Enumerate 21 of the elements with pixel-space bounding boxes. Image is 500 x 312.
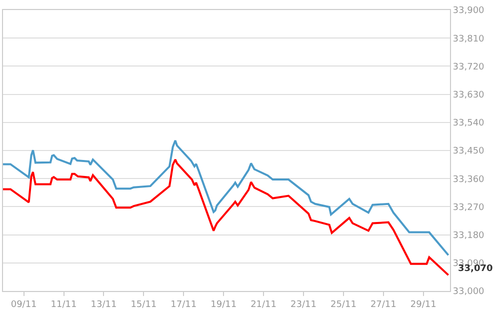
x-tick-label: 21/11 <box>250 300 277 310</box>
y-tick-label: 33,000 <box>452 287 485 298</box>
y-tick-label: 33,180 <box>452 230 485 241</box>
x-tick-label: 13/11 <box>90 300 117 310</box>
x-tick-label: 15/11 <box>130 300 157 310</box>
x-tick-label: 09/11 <box>10 300 37 310</box>
x-tick-label: 19/11 <box>210 300 237 310</box>
y-tick-label: 33,810 <box>452 34 485 44</box>
x-tick-label: 29/11 <box>410 300 436 310</box>
y-tick-label: 33,270 <box>452 202 485 213</box>
x-tick-label: 23/11 <box>290 300 316 310</box>
x-tick-label: 17/11 <box>170 300 197 310</box>
x-tick-label: 27/11 <box>370 300 396 310</box>
x-tick-label: 11/11 <box>50 300 77 310</box>
y-tick-label: 33,360 <box>452 174 485 185</box>
y-tick-label: 33,630 <box>452 90 485 100</box>
y-tick-label: 33,540 <box>452 118 485 129</box>
y-tick-label: 33,720 <box>452 62 485 72</box>
y-tick-label: 33,450 <box>452 146 485 157</box>
x-tick-label: 25/11 <box>330 300 356 310</box>
y-tick-label: 33,900 <box>452 6 485 16</box>
